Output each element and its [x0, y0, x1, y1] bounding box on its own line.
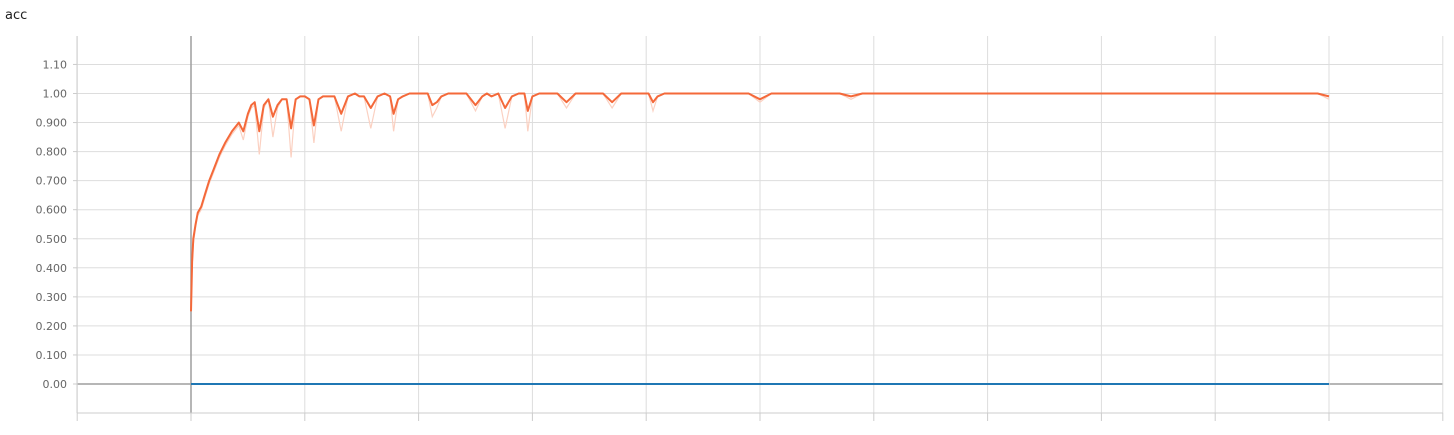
y-tick-label: 0.200	[36, 320, 68, 333]
y-tick-label: 0.800	[36, 146, 68, 159]
chart-title: acc	[5, 8, 28, 23]
series-layer	[190, 92, 1330, 385]
y-tick-label: 0.500	[36, 233, 68, 246]
y-tick-labels: 0.00 0.100 0.200 0.300 0.400 0.500 0.600 0.700 0…	[36, 58, 68, 391]
y-tick-label: 1.00	[43, 88, 68, 101]
y-tick-label: 0.300	[36, 291, 68, 304]
y-tick-label: 0.100	[36, 349, 68, 362]
y-tick-label: 0.400	[36, 262, 68, 275]
y-tick-label: 0.00	[43, 378, 68, 391]
y-tick-label: 1.10	[43, 58, 68, 71]
axes	[73, 36, 1444, 421]
y-tick-label: 0.700	[36, 175, 68, 188]
series-0-line	[190, 92, 1330, 312]
y-tick-label: 0.600	[36, 204, 68, 217]
y-tick-label: 0.900	[36, 117, 68, 130]
